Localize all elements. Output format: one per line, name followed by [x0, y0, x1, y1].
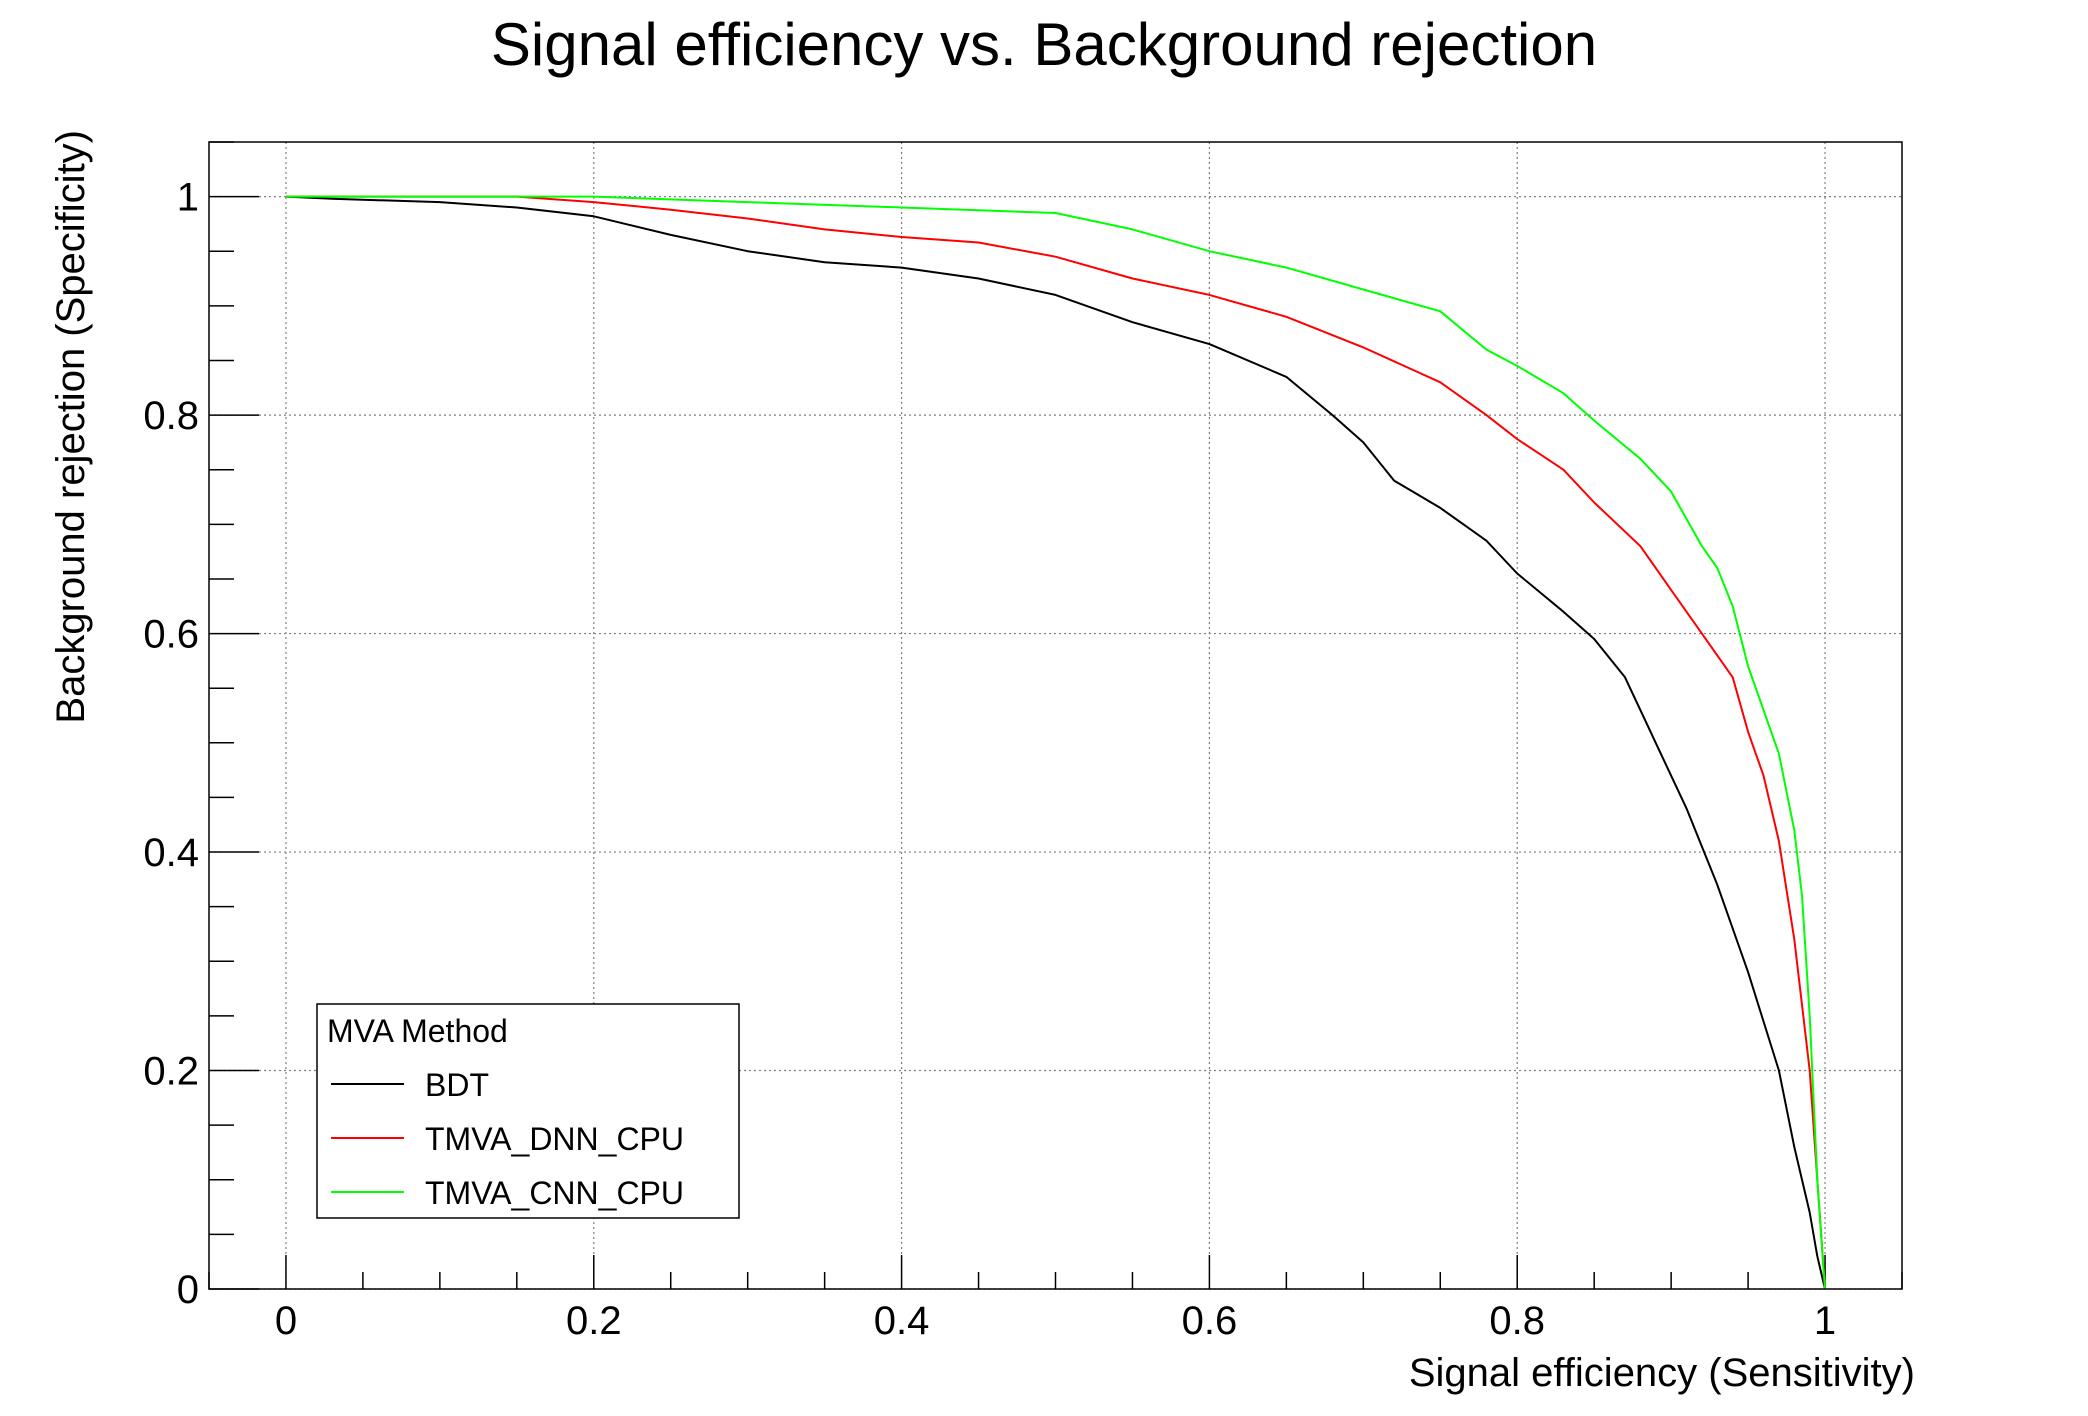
y-tick-label: 0 [177, 1268, 199, 1312]
chart-title: Signal efficiency vs. Background rejecti… [491, 11, 1597, 78]
series-line-2 [286, 195, 1826, 1290]
legend-entry-label: TMVA_CNN_CPU [425, 1175, 684, 1211]
x-tick-label: 0.6 [1182, 1299, 1238, 1343]
x-tick-label: 0 [275, 1299, 297, 1343]
y-tick-label: 0.4 [143, 831, 199, 875]
x-tick-labels: 0 0.2 0.4 0.6 0.8 1 [275, 1299, 1836, 1343]
y-tick-label: 0.8 [143, 394, 199, 438]
legend-box [316, 1003, 740, 1219]
x-tick-label: 0.2 [566, 1299, 622, 1343]
legend-entry-label: TMVA_DNN_CPU [425, 1121, 684, 1157]
y-tick-labels: 0 0.2 0.4 0.6 0.8 1 [143, 176, 199, 1312]
y-tick-label: 0.2 [143, 1050, 199, 1094]
x-tick-label: 1 [1814, 1299, 1836, 1343]
x-tick-label: 0.4 [874, 1299, 930, 1343]
x-axis-label: Signal efficiency (Sensitivity) [1409, 1351, 1915, 1395]
legend-entry-label: BDT [425, 1067, 489, 1103]
y-axis-label: Background rejection (Specificity) [49, 130, 93, 724]
series-layer [285, 195, 1826, 1290]
axis-ticks [208, 141, 1903, 1290]
x-tick-label: 0.8 [1489, 1299, 1545, 1343]
series-line-1 [286, 195, 1826, 1290]
plot-frame [208, 141, 1903, 1290]
legend: MVA Method BDT TMVA_DNN_CPU TMVA_CNN_CPU [316, 1003, 740, 1219]
y-tick-label: 0.6 [143, 613, 199, 657]
series-line-0 [285, 195, 1826, 1290]
legend-entries: BDT TMVA_DNN_CPU TMVA_CNN_CPU [331, 1067, 684, 1211]
legend-title: MVA Method [327, 1013, 508, 1049]
y-tick-label: 1 [177, 176, 199, 220]
